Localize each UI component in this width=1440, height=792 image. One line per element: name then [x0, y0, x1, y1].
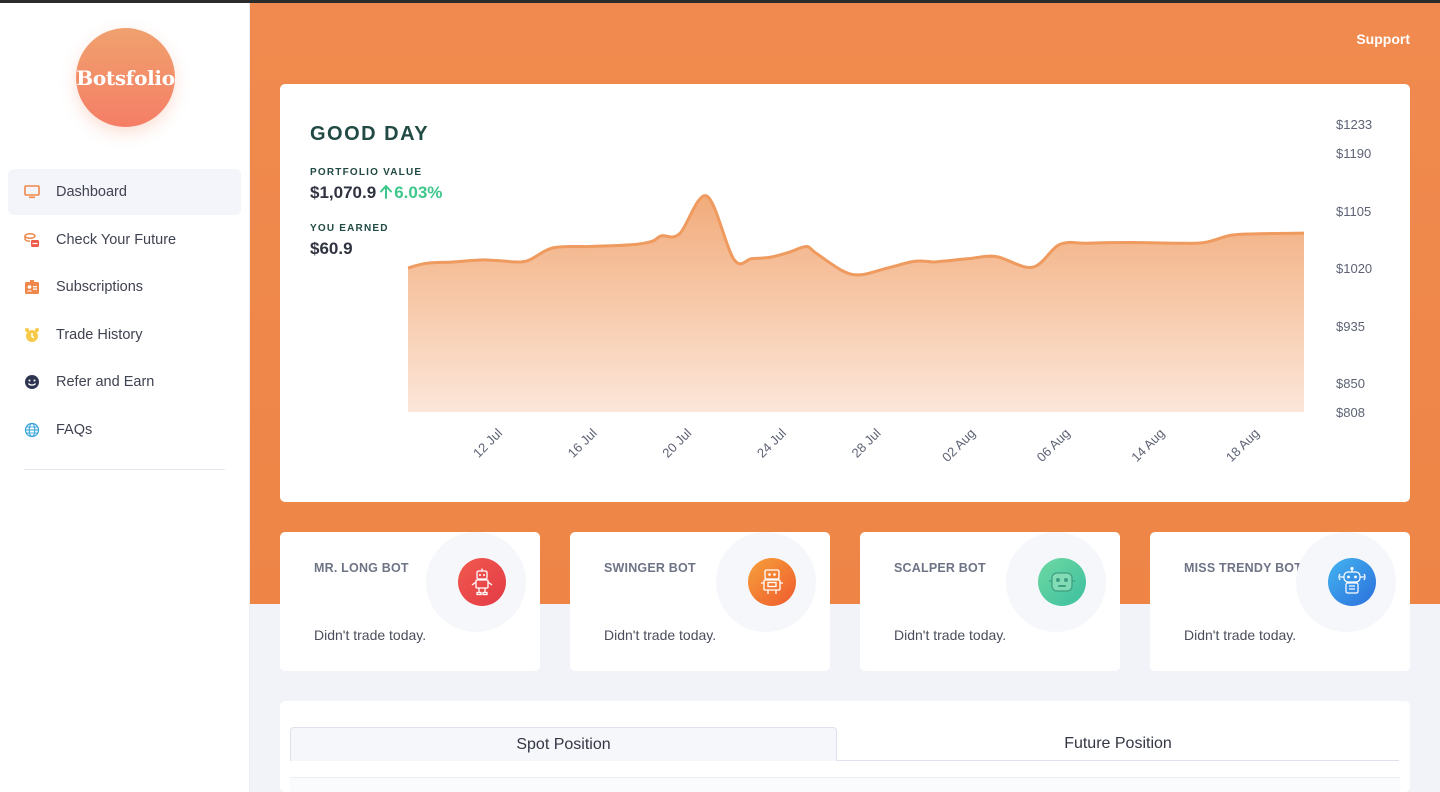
bot-name: MR. LONG BOT: [314, 561, 409, 575]
y-tick-label: $1020: [1336, 261, 1372, 276]
y-tick-label: $850: [1336, 376, 1365, 391]
sidebar-item-dashboard[interactable]: Dashboard: [8, 169, 241, 215]
portfolio-area-chart: $1233 $1190 $1105 $1020 $935 $850 $808 12 Jul 1…: [407, 117, 1372, 465]
id-badge-icon: [24, 279, 40, 295]
sidebar-item-label: Dashboard: [56, 184, 127, 200]
bot-status: Didn't trade today.: [894, 627, 1007, 643]
y-tick-label: $1233: [1336, 117, 1372, 132]
sidebar-item-label: FAQs: [56, 421, 93, 438]
portfolio-chart-card: GOOD DAY PORTFOLIO VALUE $1,070.9 6.03% Y…: [280, 84, 1410, 502]
positions-panel: Spot Position Future Position: [280, 701, 1410, 792]
sidebar-divider: [24, 469, 225, 470]
sidebar-item-subscriptions[interactable]: Subscriptions: [8, 264, 241, 310]
window-top-border: [0, 0, 1440, 3]
alarm-clock-icon: [24, 327, 40, 343]
y-tick-label: $808: [1336, 405, 1365, 420]
brand-logo[interactable]: Botsfolio: [76, 28, 175, 127]
y-tick-label: $1190: [1336, 146, 1371, 161]
x-tick-label: 20 Jul: [659, 425, 694, 460]
chart-area-fill: [408, 195, 1304, 412]
x-tick-label: 18 Aug: [1223, 426, 1262, 465]
robot-icon: [458, 558, 506, 606]
x-tick-label: 02 Aug: [939, 426, 978, 465]
robot-icon: [748, 558, 796, 606]
globe-icon: [24, 422, 40, 438]
sidebar-item-check-your-future[interactable]: Check Your Future: [8, 217, 241, 263]
tab-divider: [836, 760, 1399, 761]
sidebar-item-label: Subscriptions: [56, 279, 144, 296]
bot-name: SCALPER BOT: [894, 561, 986, 575]
portfolio-change-percent: 6.03%: [394, 183, 443, 202]
bot-name: SWINGER BOT: [604, 561, 696, 575]
support-link[interactable]: Support: [1356, 31, 1410, 47]
portfolio-value: $1,070.9 6.03%: [310, 183, 442, 203]
bot-status: Didn't trade today.: [604, 627, 717, 643]
robot-face-icon: [1038, 558, 1086, 606]
sidebar-item-label: Trade History: [56, 326, 143, 343]
greeting-title: GOOD DAY: [310, 123, 430, 145]
x-tick-label: 24 Jul: [754, 425, 789, 460]
portfolio-change: 6.03%: [380, 183, 442, 202]
earned-label: YOU EARNED: [310, 223, 389, 234]
bot-card-miss-trendy[interactable]: MISS TRENDY BOT Didn't trade today.: [1150, 532, 1410, 671]
sidebar-item-refer-and-earn[interactable]: Refer and Earn: [8, 359, 241, 405]
coins-icon: [24, 232, 40, 248]
sidebar-item-faqs[interactable]: FAQs: [8, 407, 241, 453]
positions-table-header: [290, 777, 1400, 792]
tab-spot-position[interactable]: Spot Position: [290, 727, 837, 761]
bot-status: Didn't trade today.: [1184, 627, 1297, 643]
bot-card-swinger[interactable]: SWINGER BOT Didn't trade today.: [570, 532, 830, 671]
x-tick-label: 12 Jul: [470, 425, 505, 460]
x-tick-label: 14 Aug: [1128, 426, 1167, 465]
sidebar: Botsfolio Dashboard Check Your Future Su…: [0, 0, 250, 792]
monitor-icon: [24, 184, 40, 200]
earned-value: $60.9: [310, 239, 353, 258]
portfolio-value-label: PORTFOLIO VALUE: [310, 167, 423, 178]
bot-name: MISS TRENDY BOT: [1184, 561, 1303, 575]
robot-antenna-icon: [1328, 558, 1376, 606]
arrow-up-icon: [380, 185, 393, 199]
sidebar-nav: Dashboard Check Your Future Subscription…: [8, 169, 241, 455]
bot-card-mr-long[interactable]: MR. LONG BOT Didn't trade today.: [280, 532, 540, 671]
y-tick-label: $935: [1336, 319, 1365, 334]
brand-logo-text: Botsfolio: [76, 65, 175, 90]
y-tick-label: $1105: [1336, 204, 1371, 219]
sidebar-item-label: Refer and Earn: [56, 374, 155, 391]
sidebar-item-label: Check Your Future: [56, 231, 177, 248]
chart-series-line[interactable]: [407, 194, 1305, 277]
x-tick-label: 16 Jul: [565, 425, 600, 460]
smiley-icon: [24, 374, 40, 390]
portfolio-value-amount: $1,070.9: [310, 183, 377, 202]
tab-future-position[interactable]: Future Position: [1064, 735, 1172, 752]
x-tick-label: 06 Aug: [1034, 426, 1073, 465]
bot-card-scalper[interactable]: SCALPER BOT Didn't trade today.: [860, 532, 1120, 671]
bot-status: Didn't trade today.: [314, 627, 427, 643]
sidebar-item-trade-history[interactable]: Trade History: [8, 312, 241, 358]
x-tick-label: 28 Jul: [848, 425, 883, 460]
